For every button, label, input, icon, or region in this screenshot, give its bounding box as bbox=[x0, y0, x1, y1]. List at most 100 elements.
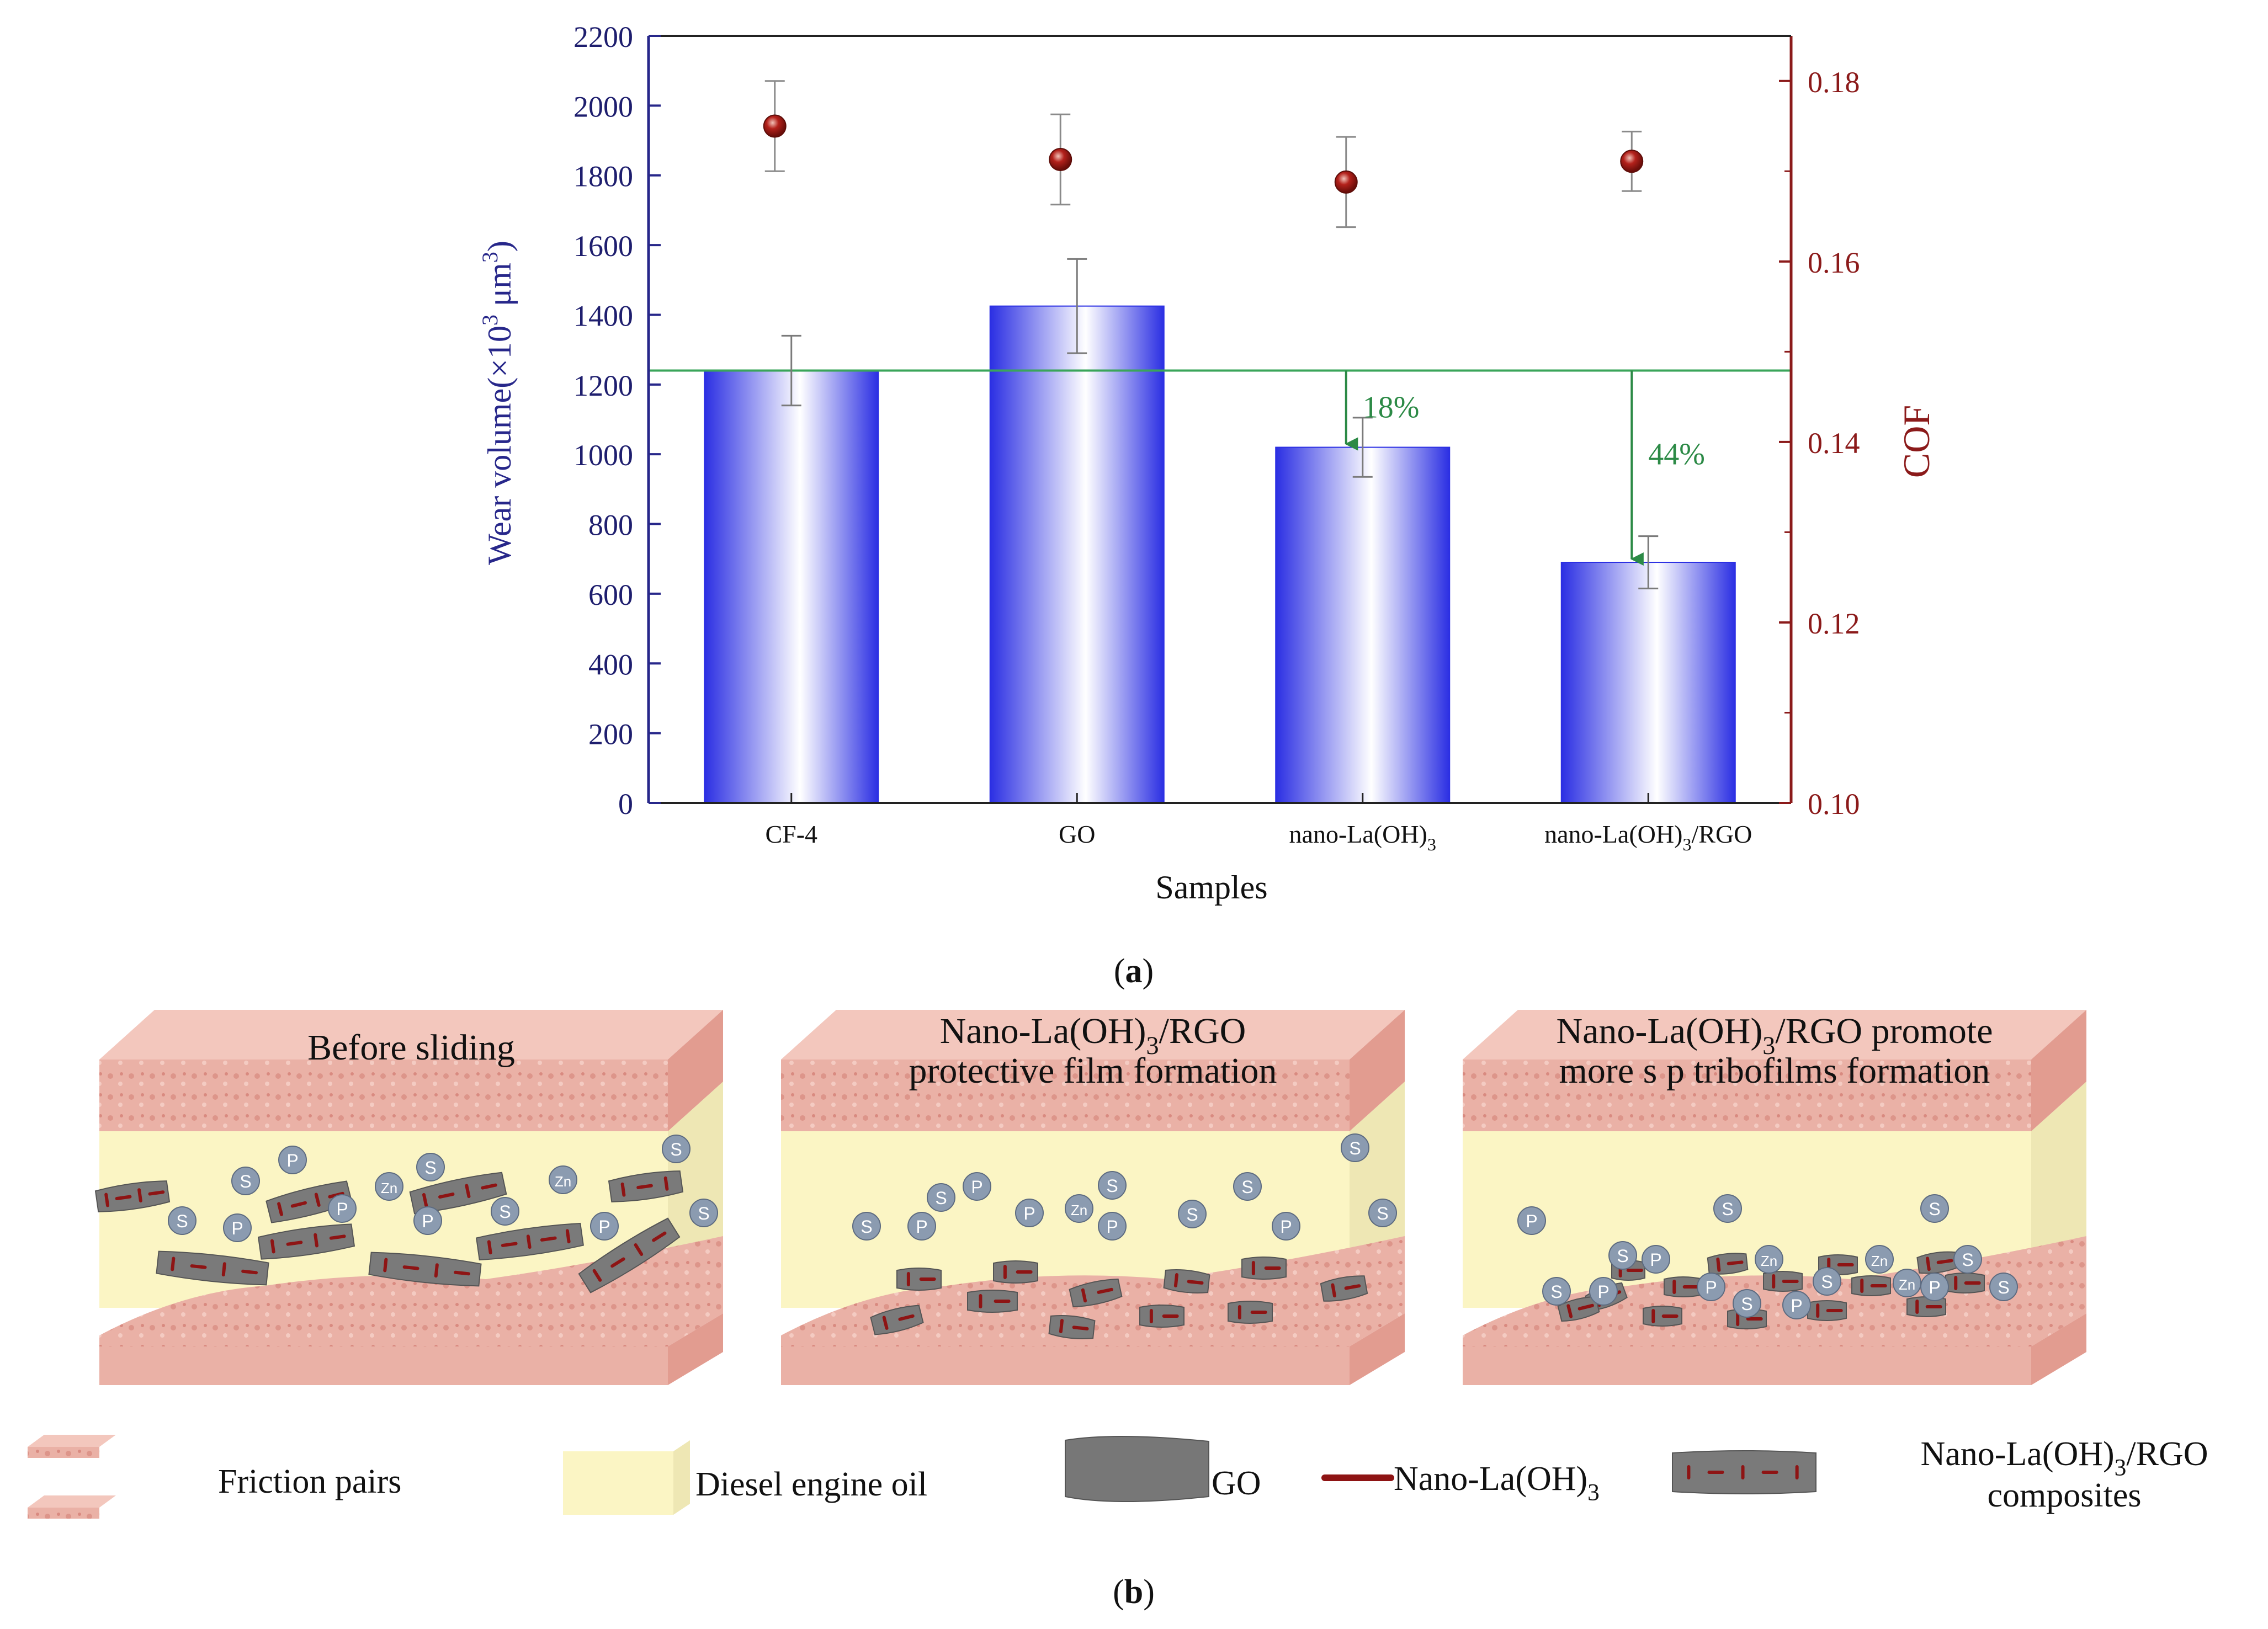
cof-point-nano-La(OH)3 bbox=[1334, 170, 1358, 194]
ion-circle bbox=[907, 1212, 936, 1241]
y-tick-label: 1400 bbox=[573, 299, 633, 332]
x-category-label-text: nano-La(OH) bbox=[1544, 820, 1682, 848]
y2-tick-label: 0.16 bbox=[1808, 246, 1860, 279]
ion-P: P bbox=[1517, 1206, 1546, 1235]
ion-P: P bbox=[278, 1146, 307, 1174]
ion-circle bbox=[1813, 1267, 1841, 1296]
x-axis-label: Samples bbox=[1155, 869, 1267, 906]
bar-CF-4 bbox=[704, 370, 879, 803]
ion-circle bbox=[1272, 1212, 1300, 1241]
reduction-label: 44% bbox=[1648, 438, 1705, 472]
ion-circle bbox=[852, 1212, 881, 1241]
y-tick-label: 200 bbox=[588, 718, 633, 751]
legend-label-friction-pairs: Friction pairs bbox=[218, 1463, 401, 1500]
legend-label-composite-sub: 3 bbox=[2115, 1455, 2127, 1481]
legend-label-la-sub: 3 bbox=[1587, 1479, 1600, 1506]
ion-circle bbox=[1178, 1200, 1207, 1228]
la-rod bbox=[190, 1264, 207, 1269]
ion-label: P bbox=[1597, 1282, 1609, 1302]
ion-label: S bbox=[240, 1172, 251, 1191]
panel-title: Nano-La(OH)3/RGO bbox=[940, 1011, 1246, 1060]
la-rod bbox=[270, 1239, 275, 1254]
ion-circle bbox=[1589, 1277, 1618, 1306]
ion-circle bbox=[1098, 1212, 1127, 1241]
la-rod bbox=[1097, 1287, 1113, 1294]
go-sheet bbox=[993, 1260, 1038, 1284]
y-tick-label: 1800 bbox=[573, 160, 633, 193]
ion-S: S bbox=[168, 1206, 196, 1235]
la-rod bbox=[1072, 1325, 1089, 1330]
panel-title: protective film formation bbox=[909, 1051, 1277, 1091]
y-axis-label: Wear volume(×103 μm3) bbox=[477, 241, 518, 565]
la-rod bbox=[277, 1202, 283, 1216]
ion-circle bbox=[1733, 1289, 1761, 1318]
go-sheet bbox=[1945, 1273, 1985, 1293]
legend-label-friction-pairs-text: Friction pairs bbox=[218, 1463, 401, 1500]
y2-axis-label: COF bbox=[1895, 405, 1937, 478]
ion-label: S bbox=[176, 1211, 188, 1231]
go-sheet bbox=[1807, 1300, 1847, 1321]
go-sheet bbox=[1228, 1301, 1273, 1324]
ion-label: P bbox=[971, 1177, 982, 1197]
go-sheet bbox=[1163, 1269, 1210, 1293]
y-tick-label: 0 bbox=[618, 787, 633, 821]
legend-plate-icon bbox=[28, 1447, 99, 1458]
y2-tick-label: 0.14 bbox=[1808, 427, 1860, 460]
diagram-panel-1: S P S Zn S Zn S P P P S P S Before sliding bbox=[94, 1010, 723, 1385]
ion-Zn: Zn bbox=[375, 1172, 403, 1201]
top-plate-top bbox=[99, 1010, 723, 1060]
legend-label-composite-tail: /RGO bbox=[2126, 1435, 2208, 1473]
la-rod bbox=[1716, 1257, 1721, 1272]
la-rod bbox=[422, 1193, 428, 1207]
ion-circle bbox=[1368, 1199, 1397, 1227]
ion-Zn: Zn bbox=[1755, 1245, 1783, 1274]
diagram-panel-2: SSP S SS PP ZnPSPSNano-La(OH)3/RGOprotective… bbox=[781, 1010, 1405, 1385]
ion-label: S bbox=[499, 1202, 511, 1222]
ion-S: S bbox=[1608, 1241, 1637, 1270]
ion-S: S bbox=[1733, 1289, 1761, 1318]
ion-S: S bbox=[689, 1199, 718, 1227]
ion-P: P bbox=[590, 1212, 619, 1241]
panel-title-tail: /RGO promote bbox=[1775, 1011, 1993, 1051]
ion-label: S bbox=[1617, 1246, 1628, 1266]
bottom-plate-side bbox=[2031, 1313, 2086, 1385]
ion-label: S bbox=[1929, 1199, 1940, 1219]
go-body bbox=[1320, 1275, 1368, 1302]
go-sheet bbox=[257, 1223, 355, 1260]
go-sheet bbox=[1916, 1251, 1958, 1274]
ion-label: P bbox=[1106, 1217, 1118, 1237]
go-sheet bbox=[1643, 1306, 1682, 1327]
go-sheet bbox=[967, 1290, 1018, 1313]
top-plate-front bbox=[781, 1060, 1350, 1131]
la-rod bbox=[290, 1201, 307, 1208]
go-body bbox=[156, 1250, 269, 1286]
cof-point-GO bbox=[1049, 148, 1072, 172]
x-category-label: CF-4 bbox=[765, 820, 817, 848]
legend-plate-icon bbox=[28, 1435, 116, 1447]
ion-S: S bbox=[1920, 1194, 1949, 1223]
ion-S: S bbox=[662, 1135, 691, 1163]
ion-label: P bbox=[231, 1218, 243, 1238]
ion-circle bbox=[1989, 1273, 2018, 1301]
y2-tick-label: 0.12 bbox=[1808, 607, 1860, 640]
ion-label: S bbox=[1241, 1177, 1253, 1197]
ion-label: S bbox=[1741, 1294, 1752, 1314]
top-plate-front bbox=[1463, 1060, 2031, 1131]
panel-title-sub: 3 bbox=[1146, 1031, 1159, 1060]
la-rod bbox=[898, 1314, 915, 1321]
ion-label: Zn bbox=[1899, 1276, 1915, 1293]
y2-tick-label: 0.18 bbox=[1808, 66, 1860, 99]
go-sheet bbox=[1069, 1278, 1123, 1308]
la-rod bbox=[501, 1242, 518, 1247]
bottom-plate-front bbox=[99, 1346, 668, 1385]
ion-circle bbox=[1065, 1194, 1093, 1223]
la-rod bbox=[328, 1191, 344, 1199]
top-plate-top bbox=[1463, 1010, 2086, 1060]
y-tick-label: 800 bbox=[588, 509, 633, 542]
ion-S: S bbox=[1713, 1194, 1742, 1223]
ion-circle bbox=[1233, 1172, 1262, 1201]
ion-circle bbox=[1865, 1245, 1894, 1274]
ion-label: P bbox=[1705, 1277, 1717, 1297]
